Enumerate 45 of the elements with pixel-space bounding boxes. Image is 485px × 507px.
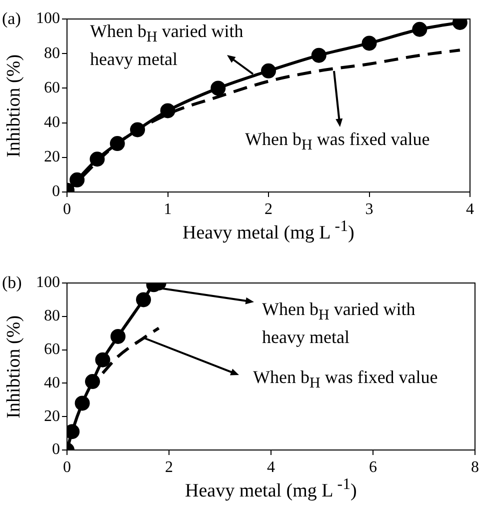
annotation: When b$_{H}$ varied with heavy metal: [262, 298, 416, 350]
point: [95, 352, 110, 368]
y-axis-title: Inhibtion (%): [3, 54, 25, 157]
x-axis-title: Heavy metal (mg L $^{-1}$): [182, 218, 354, 244]
chart-title: (a): [2, 9, 21, 29]
point: [70, 172, 85, 188]
y-tick-label: 100: [36, 10, 60, 28]
x-tick-label: 3: [365, 200, 374, 218]
x-tick-label: 6: [369, 458, 377, 476]
y-tick-label: 0: [52, 183, 60, 200]
chart-title: (b): [2, 273, 22, 293]
x-tick-label: 4: [466, 200, 474, 218]
y-tick-label: 80: [44, 308, 60, 325]
y-tick-label: 40: [44, 114, 60, 132]
y-tick-label: 100: [36, 274, 60, 292]
x-tick-label: 0: [63, 458, 71, 476]
y-tick-label: 0: [52, 441, 60, 458]
x-tick-label: 2: [264, 200, 272, 218]
point: [85, 374, 100, 390]
y-axis-title: Inhibtion (%): [3, 314, 25, 418]
x-tick-label: 1: [164, 200, 172, 218]
annotation: When b$_{H}$ varied with heavy metal: [90, 20, 244, 72]
x-tick-label: 0: [63, 200, 71, 218]
y-tick-label: 40: [44, 374, 60, 392]
y-tick-label: 20: [44, 148, 60, 166]
point: [261, 63, 276, 78]
point: [311, 48, 326, 63]
x-axis-title: Heavy metal (mg L $^{-1}$): [185, 476, 357, 502]
y-tick-label: 60: [44, 341, 60, 358]
point: [412, 22, 428, 37]
y-tick-label: 60: [44, 79, 60, 96]
y-tick-label: 80: [44, 44, 60, 62]
point: [130, 122, 146, 138]
point: [110, 136, 125, 152]
annotation: When b$_{H}$ was fixed value: [245, 128, 431, 156]
point: [74, 396, 90, 411]
point: [210, 80, 226, 96]
point: [90, 152, 105, 167]
annotation: When b$_{H}$ was fixed value: [253, 366, 439, 394]
y-tick-label: 20: [44, 408, 60, 425]
x-tick-label: 2: [165, 458, 173, 476]
point: [362, 36, 377, 51]
point: [160, 103, 176, 118]
x-tick-label: 8: [471, 458, 479, 476]
x-tick-label: 4: [267, 458, 275, 476]
